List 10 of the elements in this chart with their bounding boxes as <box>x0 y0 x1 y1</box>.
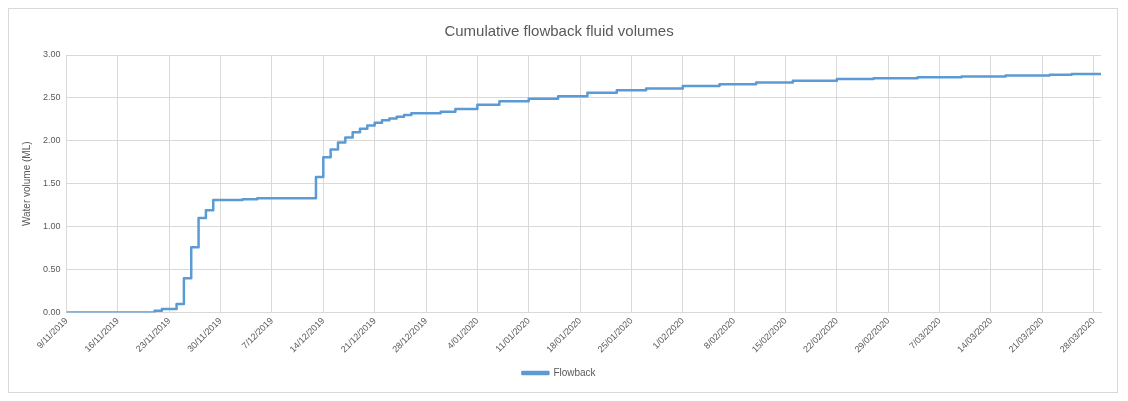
y-tick-label: 1.50 <box>42 178 61 189</box>
y-tick-label: 0.00 <box>42 307 61 317</box>
y-tick-label: 2.50 <box>42 92 61 103</box>
chart-title: Cumulative flowback fluid volumes <box>444 22 674 40</box>
y-tick-label: 1.00 <box>42 221 61 232</box>
y-tick-label: 0.50 <box>42 264 61 275</box>
y-axis-title: Water volume (ML) <box>20 141 32 227</box>
y-tick-label: 2.00 <box>42 135 61 146</box>
legend-label: Flowback <box>553 366 597 378</box>
y-tick-label: 3.00 <box>42 49 61 60</box>
